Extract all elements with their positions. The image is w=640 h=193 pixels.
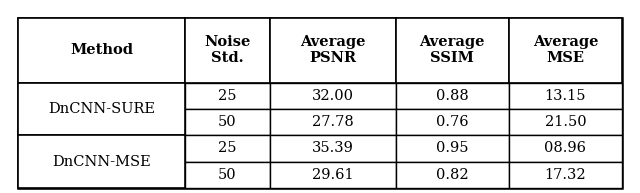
- Bar: [269, 83, 396, 109]
- Bar: [269, 18, 396, 83]
- Text: Average
SSIM: Average SSIM: [419, 35, 485, 65]
- Bar: [185, 109, 269, 135]
- Bar: [509, 135, 622, 162]
- Text: DnCNN-SURE: DnCNN-SURE: [48, 102, 155, 116]
- Text: 0.88: 0.88: [436, 89, 468, 103]
- Bar: [509, 18, 622, 83]
- Bar: [185, 83, 269, 109]
- Text: 13.15: 13.15: [545, 89, 586, 103]
- Bar: [18, 109, 185, 135]
- Bar: [18, 18, 622, 188]
- Bar: [185, 162, 269, 188]
- Bar: [18, 162, 185, 188]
- Text: 32.00: 32.00: [312, 89, 353, 103]
- Text: 0.82: 0.82: [436, 168, 468, 182]
- Bar: [396, 83, 509, 109]
- Text: DnCNN-MSE: DnCNN-MSE: [52, 155, 151, 169]
- Bar: [18, 135, 185, 162]
- Text: Method: Method: [70, 43, 133, 57]
- Text: 0.95: 0.95: [436, 141, 468, 156]
- Bar: [18, 83, 185, 135]
- Bar: [509, 109, 622, 135]
- Text: 35.39: 35.39: [312, 141, 353, 156]
- Bar: [269, 162, 396, 188]
- Text: 08.96: 08.96: [545, 141, 586, 156]
- Text: 21.50: 21.50: [545, 115, 586, 129]
- Text: 50: 50: [218, 115, 237, 129]
- Bar: [396, 135, 509, 162]
- Bar: [396, 18, 509, 83]
- Text: 25: 25: [218, 89, 236, 103]
- Bar: [396, 162, 509, 188]
- Bar: [185, 135, 269, 162]
- Text: 29.61: 29.61: [312, 168, 353, 182]
- Bar: [185, 18, 269, 83]
- Bar: [396, 109, 509, 135]
- Bar: [509, 162, 622, 188]
- Text: Average
PSNR: Average PSNR: [300, 35, 365, 65]
- Bar: [269, 135, 396, 162]
- Text: 50: 50: [218, 168, 237, 182]
- Text: Noise
Std.: Noise Std.: [204, 35, 250, 65]
- Text: Average
MSE: Average MSE: [532, 35, 598, 65]
- Text: 0.76: 0.76: [436, 115, 468, 129]
- Text: 25: 25: [218, 141, 236, 156]
- Bar: [509, 83, 622, 109]
- Bar: [18, 83, 185, 109]
- Bar: [18, 18, 185, 83]
- Text: 17.32: 17.32: [545, 168, 586, 182]
- Text: 27.78: 27.78: [312, 115, 353, 129]
- Bar: [269, 109, 396, 135]
- Bar: [18, 135, 185, 188]
